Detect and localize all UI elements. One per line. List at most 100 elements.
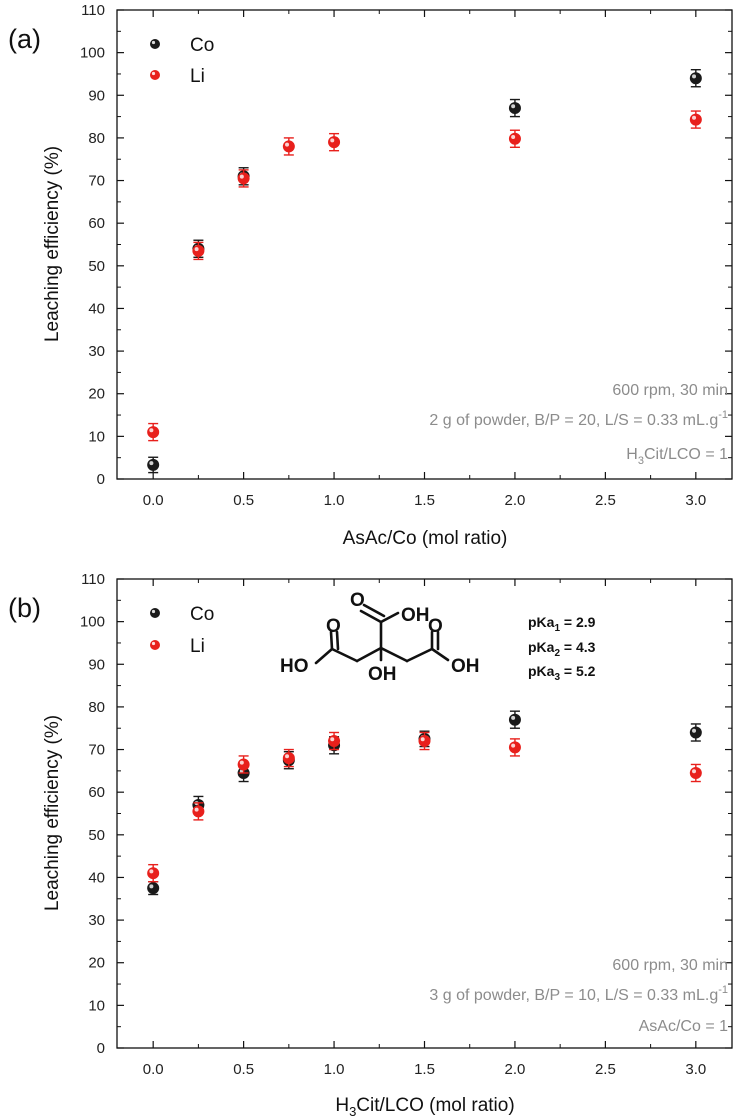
panel-b-x-axis-title-sub: 3 (349, 1104, 356, 1119)
panel-b-note-line-3: AsAc/Co = 1 (639, 1018, 728, 1035)
panel-a-y-tick-labels: 0 10 20 30 40 50 60 70 80 90 100 110 (80, 2, 105, 488)
panel-a-note-line-2: 2 g of powder, B/P = 20, L/S = 0.33 mL.g… (429, 409, 728, 429)
y-tick-label: 0 (97, 471, 105, 488)
pka-2-post: = 4.3 (560, 639, 596, 655)
data-point-highlight-li (194, 807, 199, 812)
data-point-co (689, 72, 702, 85)
y-tick-label: 20 (88, 386, 105, 403)
panel-a-label: (a) (8, 24, 41, 54)
x-tick-label: 1.0 (324, 1061, 345, 1078)
y-tick-label: 70 (88, 173, 105, 190)
panel-b-note-line-2: 3 g of powder, B/P = 10, L/S = 0.33 mL.g… (429, 984, 728, 1004)
data-point-highlight-li (194, 247, 199, 252)
panel-b-label: (b) (8, 593, 41, 623)
data-point-highlight-li (149, 428, 154, 433)
data-point-co (508, 102, 521, 115)
y-tick-label: 40 (88, 869, 105, 886)
legend-marker-li-highlight (151, 641, 156, 646)
y-tick-label: 50 (88, 827, 105, 844)
bond (430, 647, 450, 662)
x-tick-label: 1.5 (414, 1061, 435, 1078)
structure-label-o-right: O (428, 616, 443, 637)
pka-2-pre: pKa (528, 639, 555, 655)
pka-3: pKa3 = 5.2 (528, 663, 596, 683)
x-tick-label: 2.0 (505, 1061, 526, 1078)
y-tick-label: 100 (80, 614, 105, 631)
data-point-highlight-li (149, 869, 154, 874)
y-tick-label: 50 (88, 258, 105, 275)
legend-marker-li (150, 640, 160, 650)
pka-1-sub: 1 (554, 623, 560, 634)
data-point-co (508, 713, 521, 726)
x-tick-label: 1.0 (324, 492, 345, 509)
panel-b-conditions-note: 600 rpm, 30 min 3 g of powder, B/P = 10,… (429, 957, 728, 1035)
data-point-highlight-co (511, 104, 516, 109)
panel-a-ticks (117, 9, 732, 480)
data-point-li (147, 426, 160, 439)
x-tick-label: 0.0 (143, 492, 164, 509)
y-tick-label: 10 (88, 428, 105, 445)
panel-a-note-line-1: 600 rpm, 30 min (612, 382, 728, 399)
data-point-co (689, 726, 702, 739)
x-tick-label: 0.5 (233, 492, 254, 509)
data-point-li (418, 735, 431, 748)
structure-label-o-top: O (350, 590, 365, 611)
data-point-li (508, 132, 521, 145)
data-point-co (147, 882, 160, 895)
data-point-li (328, 136, 341, 149)
data-point-highlight-li (692, 115, 697, 120)
structure-label-oh-top: OH (401, 605, 430, 626)
panel-b: (b) 0 10 20 30 40 50 60 70 80 90 100 110 0.0 0.5 1.0 1… (8, 571, 733, 1119)
structure-label-o-left: O (326, 616, 341, 637)
data-point-highlight-li (285, 142, 290, 147)
panel-b-y-tick-labels: 0 10 20 30 40 50 60 70 80 90 100 110 (80, 571, 105, 1057)
pka-2: pKa2 = 4.3 (528, 639, 596, 659)
data-point-li (689, 113, 702, 126)
data-point-highlight-li (692, 769, 697, 774)
panel-a-note-line-3-post: Cit/LCO = 1 (644, 446, 728, 463)
bond (362, 603, 386, 618)
x-tick-label: 2.5 (595, 1061, 616, 1078)
pka-3-pre: pKa (528, 663, 555, 679)
panel-b-note-line-2-text: 3 g of powder, B/P = 10, L/S = 0.33 mL.g (429, 987, 718, 1004)
panel-b-note-line-2-sup: -1 (718, 984, 728, 996)
data-point-li (689, 766, 702, 779)
panel-a-note-line-3-pre: H (626, 446, 638, 463)
data-point-li (147, 867, 160, 880)
panel-a-note-line-2-sup: -1 (718, 409, 728, 421)
y-tick-label: 30 (88, 912, 105, 929)
x-tick-label: 2.5 (595, 492, 616, 509)
y-tick-label: 0 (97, 1040, 105, 1057)
data-point-highlight-li (330, 138, 335, 143)
data-point-co (147, 458, 160, 471)
bond (330, 647, 359, 663)
legend-marker-li-highlight (151, 71, 156, 76)
y-tick-label: 100 (80, 45, 105, 62)
y-tick-label: 60 (88, 215, 105, 232)
data-point-li (282, 752, 295, 765)
panel-a-data-points (147, 68, 702, 474)
data-point-li (328, 735, 341, 748)
data-point-highlight-co (511, 715, 516, 720)
data-point-highlight-co (692, 728, 697, 733)
y-tick-label: 80 (88, 130, 105, 147)
x-tick-label: 1.5 (414, 492, 435, 509)
panel-b-data-points (147, 710, 702, 896)
panel-a-note-line-3-sub: 3 (638, 455, 644, 467)
y-tick-label: 20 (88, 955, 105, 972)
data-point-highlight-li (239, 174, 244, 179)
y-tick-label: 110 (81, 571, 105, 588)
panel-a-y-axis-title: Leaching efficiency (%) (42, 146, 63, 342)
legend-marker-co (150, 608, 160, 618)
panel-a-conditions-note: 600 rpm, 30 min 2 g of powder, B/P = 20,… (429, 382, 728, 467)
x-tick-label: 0.0 (143, 1061, 164, 1078)
data-point-highlight-li (285, 754, 290, 759)
legend-marker-co-highlight (151, 609, 156, 614)
bond (335, 630, 340, 651)
panel-b-x-axis-title-post: Cit/LCO (mol ratio) (356, 1095, 514, 1116)
y-tick-label: 70 (88, 742, 105, 759)
panel-a-note-line-3: H3Cit/LCO = 1 (626, 446, 728, 467)
panel-b-legend: Co Li (150, 604, 214, 657)
panel-a-legend: Co Li (150, 35, 214, 87)
